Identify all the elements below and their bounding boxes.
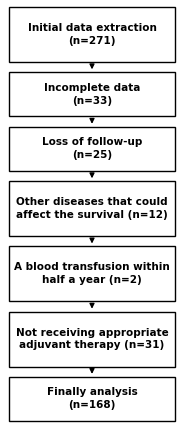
FancyBboxPatch shape	[9, 181, 175, 236]
Text: Initial data extraction
(n=271): Initial data extraction (n=271)	[28, 23, 156, 46]
Text: Loss of follow-up
(n=25): Loss of follow-up (n=25)	[42, 137, 142, 160]
Text: Other diseases that could
affect the survival (n=12): Other diseases that could affect the sur…	[16, 197, 168, 220]
FancyBboxPatch shape	[9, 7, 175, 62]
FancyBboxPatch shape	[9, 247, 175, 301]
FancyBboxPatch shape	[9, 312, 175, 366]
FancyBboxPatch shape	[9, 127, 175, 171]
FancyBboxPatch shape	[9, 72, 175, 116]
Text: Not receiving appropriate
adjuvant therapy (n=31): Not receiving appropriate adjuvant thera…	[16, 328, 168, 351]
Text: A blood transfusion within
half a year (n=2): A blood transfusion within half a year (…	[14, 262, 170, 285]
Text: Finally analysis
(n=168): Finally analysis (n=168)	[47, 387, 137, 410]
Text: Incomplete data
(n=33): Incomplete data (n=33)	[44, 83, 140, 106]
FancyBboxPatch shape	[9, 377, 175, 421]
